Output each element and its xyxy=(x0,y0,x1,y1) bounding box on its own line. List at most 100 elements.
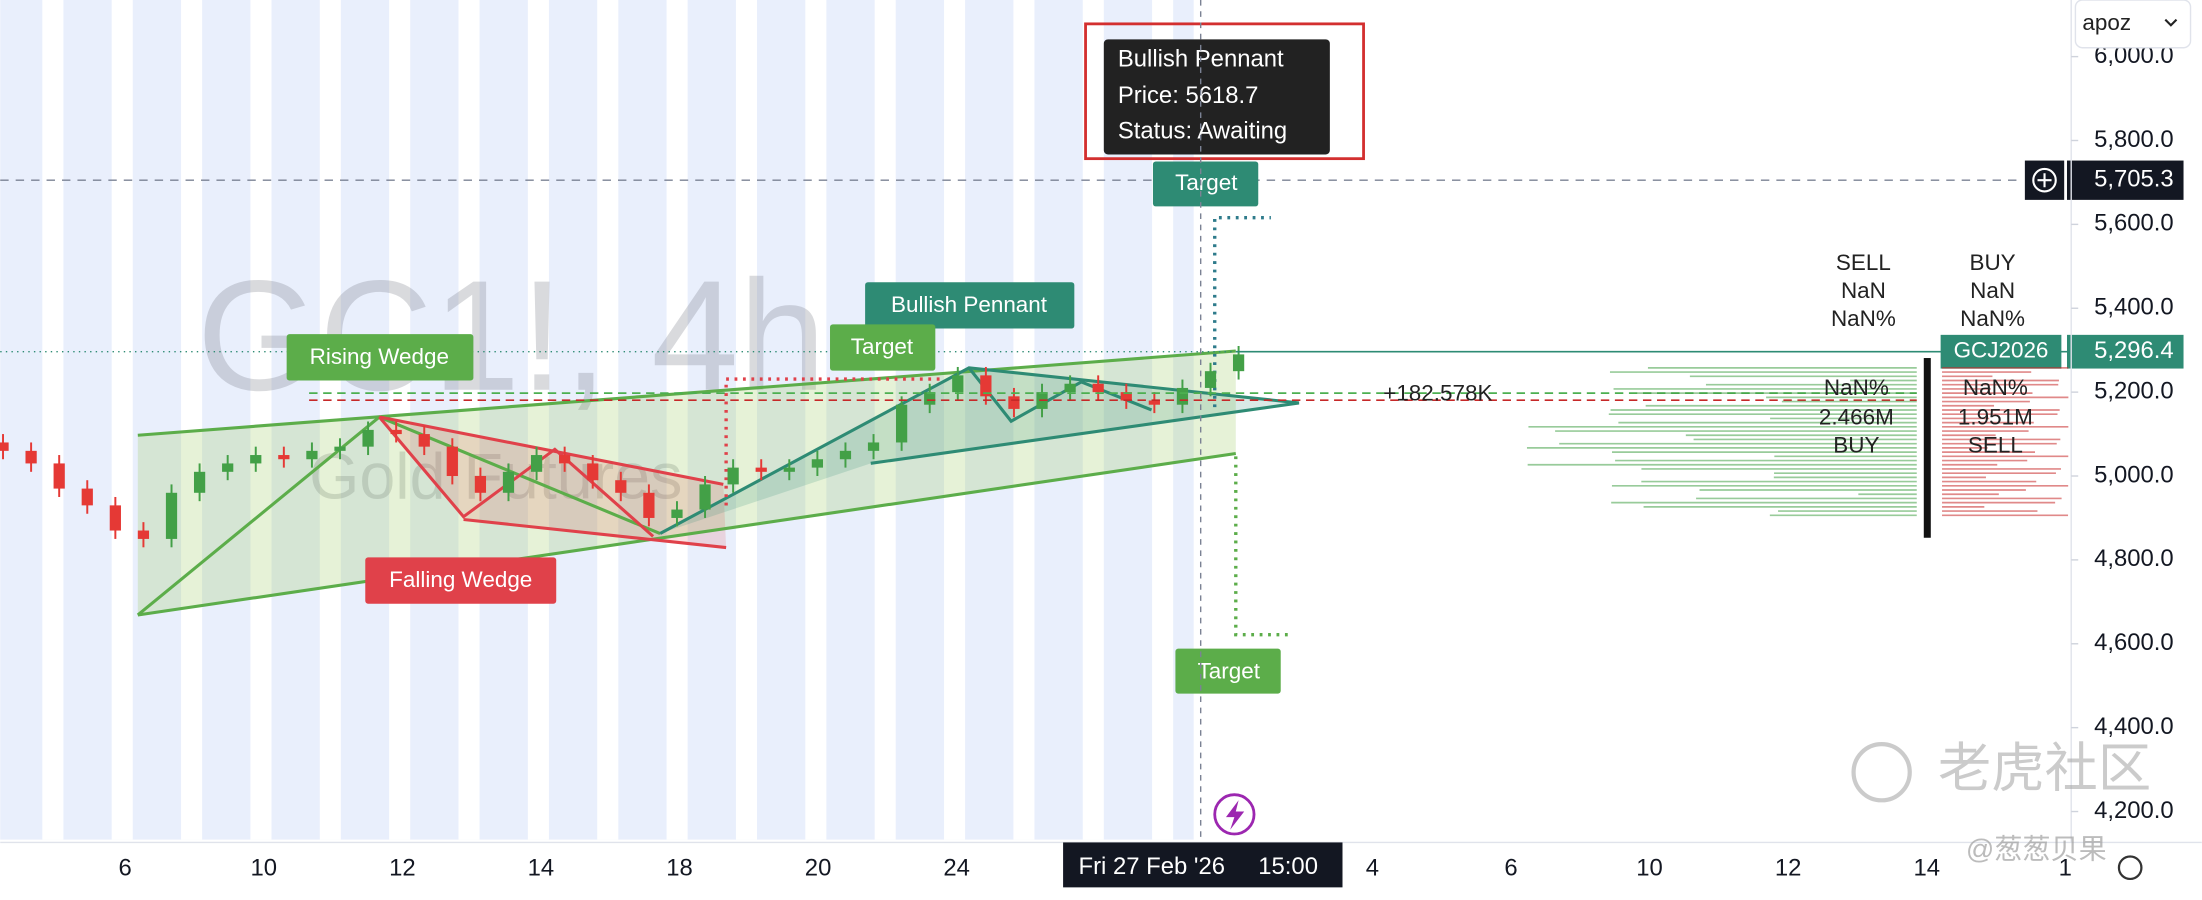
profile-label: BUY xyxy=(1969,250,2015,275)
shade-gap xyxy=(597,0,619,840)
y-tick-label: 5,800.0 xyxy=(2094,126,2174,153)
candle-body xyxy=(250,455,262,464)
volume-profile xyxy=(1526,367,2069,517)
candle-body xyxy=(418,434,430,447)
candle-body xyxy=(896,404,908,443)
y-tick-label: 5,400.0 xyxy=(2094,294,2174,321)
axes: 6,000.05,800.05,600.05,400.05,200.05,000… xyxy=(119,42,2174,881)
profile-label: NaN xyxy=(1970,278,2015,303)
label-box xyxy=(1175,648,1281,694)
highlight-box xyxy=(1084,22,1365,161)
profile-label: NaN% xyxy=(1831,306,1896,331)
shade-gap xyxy=(735,0,758,840)
target-label: Target xyxy=(1198,658,1261,683)
tooltip-line: Price: 5618.7 xyxy=(1118,82,1259,109)
shade-gap xyxy=(42,0,64,840)
candle-body xyxy=(559,455,571,464)
candle-body xyxy=(643,492,655,518)
x-tick-label: 20 xyxy=(805,854,832,881)
profile-label: BUY xyxy=(1833,432,1879,457)
x-tick-label: 14 xyxy=(1913,854,1940,881)
x-tick-label: 14 xyxy=(528,854,555,881)
tooltip-line: Status: Awaiting xyxy=(1118,117,1287,144)
candles xyxy=(0,345,1245,548)
shade-gap xyxy=(181,0,203,840)
shade-gap xyxy=(250,0,272,840)
session-shading xyxy=(0,0,1194,840)
alert-bolt xyxy=(1225,800,1245,830)
candle-body xyxy=(727,467,739,485)
price-badge-label: 5,705.3 xyxy=(2094,166,2174,193)
profile-label: 2.466M xyxy=(1819,404,1894,429)
candle-body xyxy=(1120,392,1132,401)
x-tick-label: 10 xyxy=(250,854,277,881)
candle-body xyxy=(1008,396,1020,409)
candle-body xyxy=(1232,354,1245,372)
account-dropdown[interactable]: apoz xyxy=(2074,0,2192,49)
candle-body xyxy=(222,463,234,472)
settings-icon[interactable] xyxy=(2117,855,2143,881)
plus-icon xyxy=(2032,167,2057,193)
shade-gap xyxy=(111,0,133,840)
volume-delta: +182.578K xyxy=(1383,380,1492,405)
shade-gap xyxy=(1013,0,1035,840)
shade-gap xyxy=(527,0,549,840)
shade-gap xyxy=(874,0,896,840)
candle-body xyxy=(924,392,936,405)
cursor-date: Fri 27 Feb '26 xyxy=(1079,853,1225,880)
profile-label: NaN% xyxy=(1824,375,1889,400)
target-label: Target xyxy=(851,334,914,359)
symbol-label: GCJ2026 xyxy=(1954,338,2049,363)
symbol-badge xyxy=(1940,334,2062,369)
candle-body xyxy=(193,471,206,493)
watermark-logo xyxy=(1851,742,1912,803)
account-name: apoz xyxy=(2082,10,2131,35)
candle-body xyxy=(137,530,150,539)
candle-body xyxy=(362,429,374,447)
user-watermark: @葱葱贝果 xyxy=(1966,833,2107,864)
candle-body xyxy=(109,505,121,531)
profile-label: SELL xyxy=(1836,250,1891,275)
profile-label: 1.951M xyxy=(1958,404,2033,429)
shade-gap xyxy=(1082,0,1104,840)
y-tick-label: 4,200.0 xyxy=(2094,797,2174,824)
candle-body xyxy=(615,480,627,493)
candle-body xyxy=(867,442,880,451)
pattern-label: Rising Wedge xyxy=(310,344,449,369)
tooltip xyxy=(1103,39,1330,155)
x-tick-label: 1 xyxy=(2059,854,2072,881)
dropdown-box[interactable] xyxy=(2074,0,2192,49)
price-badge-label: 5,296.4 xyxy=(2094,337,2174,364)
candle-body xyxy=(530,455,543,472)
pattern-label: Falling Wedge xyxy=(389,567,532,592)
candle-body xyxy=(446,446,458,477)
candle-body xyxy=(306,450,318,460)
candle-body xyxy=(1092,383,1104,393)
candle-body xyxy=(390,429,402,435)
candle-body xyxy=(25,450,37,464)
pattern-label: Bullish Pennant xyxy=(891,292,1048,317)
candle-body xyxy=(502,471,515,493)
candle-body xyxy=(783,467,795,472)
shade-gap xyxy=(666,0,688,840)
rising-wedge-fill xyxy=(137,351,1236,615)
y-tick-label: 4,800.0 xyxy=(2094,545,2174,572)
candle-body xyxy=(81,488,93,506)
x-tick-label: 6 xyxy=(1504,854,1517,881)
profile-label: NaN% xyxy=(1963,375,2028,400)
overlay: 5,705.3 GCJ2026 5,296.4 xyxy=(0,160,2184,369)
label-box xyxy=(365,557,557,604)
cursor-time: 15:00 xyxy=(1258,853,1318,880)
shade-gap xyxy=(1152,0,1174,840)
candle-body xyxy=(334,446,346,451)
pattern-labels: Rising Wedge Falling Wedge Bullish Penna… xyxy=(286,161,1281,694)
candle-body xyxy=(474,476,487,493)
candle-body xyxy=(952,375,964,393)
candle-body xyxy=(699,484,711,510)
y-tick-label: 4,400.0 xyxy=(2094,713,2174,740)
candle-body xyxy=(1204,371,1217,388)
profile-label: SELL xyxy=(1968,432,2023,457)
shade-gap xyxy=(805,0,827,840)
